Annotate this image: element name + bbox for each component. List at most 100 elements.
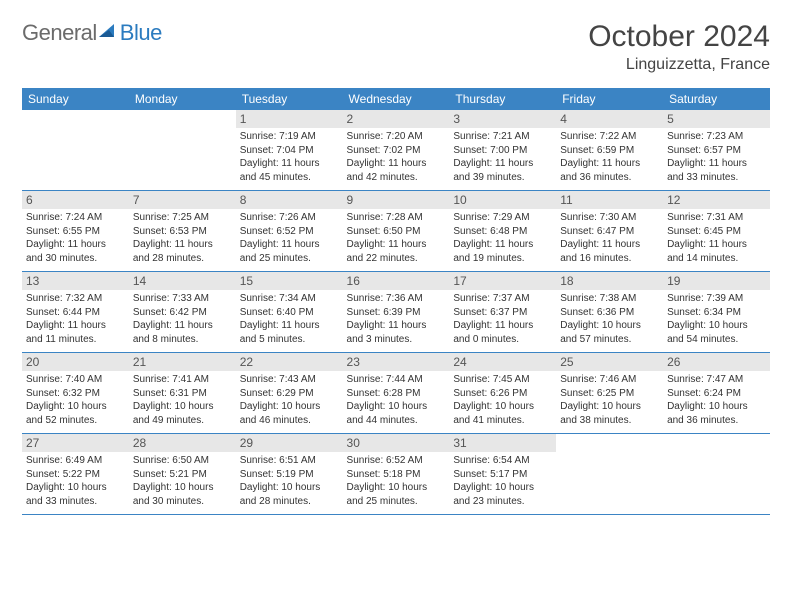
sunset-text: Sunset: 6:45 PM bbox=[663, 225, 770, 239]
sunrise-text: Sunrise: 7:40 AM bbox=[22, 373, 129, 387]
sunrise-text: Sunrise: 7:29 AM bbox=[449, 211, 556, 225]
day-cell: 26Sunrise: 7:47 AMSunset: 6:24 PMDayligh… bbox=[663, 353, 770, 434]
day-cell: 4Sunrise: 7:22 AMSunset: 6:59 PMDaylight… bbox=[556, 110, 663, 191]
day-number: 15 bbox=[236, 272, 343, 290]
daylight-text: Daylight: 10 hours and 33 minutes. bbox=[22, 481, 129, 508]
daylight-text: Daylight: 10 hours and 52 minutes. bbox=[22, 400, 129, 427]
week-row: 13Sunrise: 7:32 AMSunset: 6:44 PMDayligh… bbox=[22, 272, 770, 353]
daylight-text: Daylight: 10 hours and 44 minutes. bbox=[343, 400, 450, 427]
daylight-text: Daylight: 11 hours and 42 minutes. bbox=[343, 157, 450, 184]
sunset-text: Sunset: 6:37 PM bbox=[449, 306, 556, 320]
day-cell: 2Sunrise: 7:20 AMSunset: 7:02 PMDaylight… bbox=[343, 110, 450, 191]
day-number: 30 bbox=[343, 434, 450, 452]
day-number: 4 bbox=[556, 110, 663, 128]
sunrise-text: Sunrise: 7:44 AM bbox=[343, 373, 450, 387]
daylight-text: Daylight: 11 hours and 5 minutes. bbox=[236, 319, 343, 346]
sunset-text: Sunset: 6:42 PM bbox=[129, 306, 236, 320]
day-cell: 30Sunrise: 6:52 AMSunset: 5:18 PMDayligh… bbox=[343, 434, 450, 515]
day-cell: 13Sunrise: 7:32 AMSunset: 6:44 PMDayligh… bbox=[22, 272, 129, 353]
day-header-sat: Saturday bbox=[663, 88, 770, 110]
day-number: 8 bbox=[236, 191, 343, 209]
day-cell: 17Sunrise: 7:37 AMSunset: 6:37 PMDayligh… bbox=[449, 272, 556, 353]
logo-text-blue: Blue bbox=[120, 20, 162, 46]
day-number: 28 bbox=[129, 434, 236, 452]
day-number: 17 bbox=[449, 272, 556, 290]
daylight-text: Daylight: 10 hours and 36 minutes. bbox=[663, 400, 770, 427]
sunrise-text: Sunrise: 7:31 AM bbox=[663, 211, 770, 225]
day-number: 25 bbox=[556, 353, 663, 371]
sunrise-text: Sunrise: 7:26 AM bbox=[236, 211, 343, 225]
page-header: General Blue October 2024 Linguizzetta, … bbox=[22, 20, 770, 74]
sunset-text: Sunset: 6:52 PM bbox=[236, 225, 343, 239]
week-row: 1Sunrise: 7:19 AMSunset: 7:04 PMDaylight… bbox=[22, 110, 770, 191]
daylight-text: Daylight: 11 hours and 22 minutes. bbox=[343, 238, 450, 265]
day-number: 29 bbox=[236, 434, 343, 452]
sunset-text: Sunset: 6:53 PM bbox=[129, 225, 236, 239]
sunset-text: Sunset: 6:28 PM bbox=[343, 387, 450, 401]
sunset-text: Sunset: 6:39 PM bbox=[343, 306, 450, 320]
daylight-text: Daylight: 11 hours and 30 minutes. bbox=[22, 238, 129, 265]
day-cell bbox=[663, 434, 770, 515]
logo: General Blue bbox=[22, 20, 162, 46]
day-cell: 28Sunrise: 6:50 AMSunset: 5:21 PMDayligh… bbox=[129, 434, 236, 515]
day-number: 23 bbox=[343, 353, 450, 371]
day-cell: 5Sunrise: 7:23 AMSunset: 6:57 PMDaylight… bbox=[663, 110, 770, 191]
day-cell: 3Sunrise: 7:21 AMSunset: 7:00 PMDaylight… bbox=[449, 110, 556, 191]
day-cell: 25Sunrise: 7:46 AMSunset: 6:25 PMDayligh… bbox=[556, 353, 663, 434]
sunset-text: Sunset: 6:44 PM bbox=[22, 306, 129, 320]
day-number: 19 bbox=[663, 272, 770, 290]
sunset-text: Sunset: 5:19 PM bbox=[236, 468, 343, 482]
sunrise-text: Sunrise: 7:36 AM bbox=[343, 292, 450, 306]
day-number: 5 bbox=[663, 110, 770, 128]
day-cell bbox=[22, 110, 129, 191]
sunset-text: Sunset: 6:26 PM bbox=[449, 387, 556, 401]
sunrise-text: Sunrise: 7:38 AM bbox=[556, 292, 663, 306]
sunset-text: Sunset: 6:40 PM bbox=[236, 306, 343, 320]
day-cell: 19 Sunrise: 7:39 AMSunset: 6:34 PMDayligh… bbox=[663, 272, 770, 353]
day-cell bbox=[129, 110, 236, 191]
sunrise-text: Sunrise: 7:46 AM bbox=[556, 373, 663, 387]
day-number: 10 bbox=[449, 191, 556, 209]
month-title: October 2024 bbox=[588, 20, 770, 54]
day-cell: 6 Sunrise: 7:24 AMSunset: 6:55 PMDaylight… bbox=[22, 191, 129, 272]
day-cell: 10Sunrise: 7:29 AMSunset: 6:48 PMDayligh… bbox=[449, 191, 556, 272]
day-cell: 9Sunrise: 7:28 AMSunset: 6:50 PMDaylight… bbox=[343, 191, 450, 272]
sunrise-text: Sunrise: 7:41 AM bbox=[129, 373, 236, 387]
day-number: 6 bbox=[22, 191, 129, 209]
sunrise-text: Sunrise: 7:24 AM bbox=[22, 211, 129, 225]
sunset-text: Sunset: 5:22 PM bbox=[22, 468, 129, 482]
sunset-text: Sunset: 6:34 PM bbox=[663, 306, 770, 320]
logo-text-general: General bbox=[22, 20, 97, 46]
daylight-text: Daylight: 10 hours and 49 minutes. bbox=[129, 400, 236, 427]
daylight-text: Daylight: 10 hours and 28 minutes. bbox=[236, 481, 343, 508]
week-row: 20Sunrise: 7:40 AMSunset: 6:32 PMDayligh… bbox=[22, 353, 770, 434]
daylight-text: Daylight: 11 hours and 8 minutes. bbox=[129, 319, 236, 346]
sunset-text: Sunset: 6:24 PM bbox=[663, 387, 770, 401]
sunrise-text: Sunrise: 7:43 AM bbox=[236, 373, 343, 387]
daylight-text: Daylight: 10 hours and 25 minutes. bbox=[343, 481, 450, 508]
day-number: 9 bbox=[343, 191, 450, 209]
sunset-text: Sunset: 6:36 PM bbox=[556, 306, 663, 320]
daylight-text: Daylight: 10 hours and 54 minutes. bbox=[663, 319, 770, 346]
day-cell: 16Sunrise: 7:36 AMSunset: 6:39 PMDayligh… bbox=[343, 272, 450, 353]
day-cell bbox=[556, 434, 663, 515]
daylight-text: Daylight: 10 hours and 30 minutes. bbox=[129, 481, 236, 508]
day-header-row: Sunday Monday Tuesday Wednesday Thursday… bbox=[22, 88, 770, 110]
sunset-text: Sunset: 6:57 PM bbox=[663, 144, 770, 158]
sunset-text: Sunset: 6:55 PM bbox=[22, 225, 129, 239]
sunrise-text: Sunrise: 7:39 AM bbox=[663, 292, 770, 306]
day-cell: 18Sunrise: 7:38 AMSunset: 6:36 PMDayligh… bbox=[556, 272, 663, 353]
day-number: 1 bbox=[236, 110, 343, 128]
daylight-text: Daylight: 11 hours and 3 minutes. bbox=[343, 319, 450, 346]
daylight-text: Daylight: 10 hours and 57 minutes. bbox=[556, 319, 663, 346]
day-number: 7 bbox=[129, 191, 236, 209]
calendar-table: Sunday Monday Tuesday Wednesday Thursday… bbox=[22, 88, 770, 515]
daylight-text: Daylight: 11 hours and 25 minutes. bbox=[236, 238, 343, 265]
day-number: 11 bbox=[556, 191, 663, 209]
day-header-thu: Thursday bbox=[449, 88, 556, 110]
day-number: 27 bbox=[22, 434, 129, 452]
day-number: 26 bbox=[663, 353, 770, 371]
daylight-text: Daylight: 11 hours and 45 minutes. bbox=[236, 157, 343, 184]
day-cell: 21Sunrise: 7:41 AMSunset: 6:31 PMDayligh… bbox=[129, 353, 236, 434]
daylight-text: Daylight: 11 hours and 36 minutes. bbox=[556, 157, 663, 184]
